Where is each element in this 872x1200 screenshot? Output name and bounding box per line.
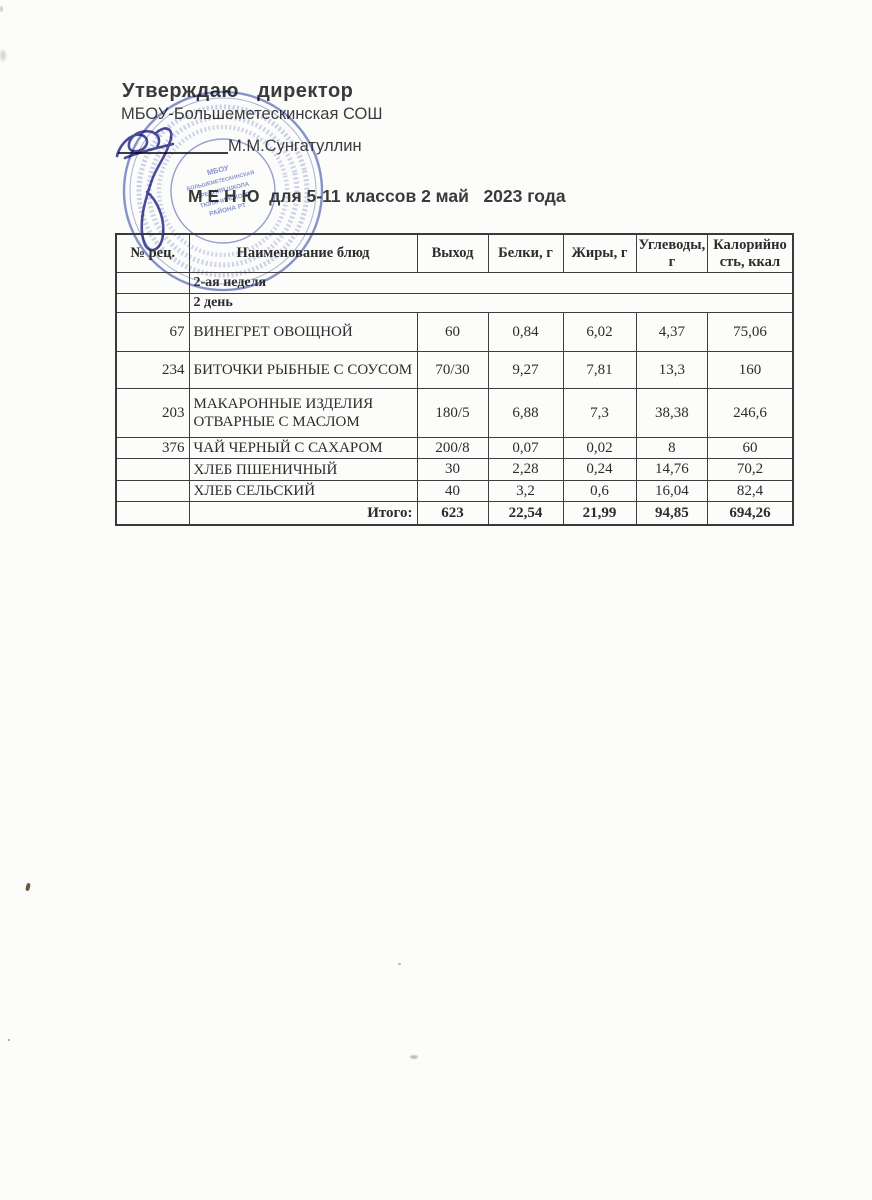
empty-cell [115, 501, 190, 526]
scan-speck [0, 6, 3, 12]
kcal-cell: 82,4 [707, 480, 794, 503]
menu-title: М Е Н Ю для 5-11 классов 2 май 2023 года [188, 186, 566, 206]
total-output-cell: 623 [416, 501, 489, 526]
table-row: 376 ЧАЙ ЧЕРНЫЙ С САХАРОМ 200/8 0,07 0,02… [115, 437, 794, 460]
fat-cell: 0,24 [562, 458, 637, 482]
protein-cell: 9,27 [487, 351, 564, 390]
total-kcal-cell: 694,26 [707, 501, 794, 526]
table-row: 234 БИТОЧКИ РЫБНЫЕ С СОУСОМ 70/30 9,27 7… [115, 351, 794, 390]
week-label: 2-ая неделя [188, 272, 794, 295]
recipe-no-cell: 67 [115, 312, 190, 353]
total-fat-cell: 21,99 [562, 501, 637, 526]
total-carbs-cell: 94,85 [635, 501, 709, 526]
director-signature [115, 127, 175, 252]
day-label: 2 день [188, 293, 794, 314]
col-header-kcal: Калорийно сть, ккал [707, 233, 794, 274]
output-cell: 60 [416, 312, 489, 353]
fat-cell: 0,6 [562, 480, 637, 503]
kcal-cell: 246,6 [707, 388, 794, 439]
empty-cell [115, 272, 190, 295]
school-stamp: МБОУ БОЛЬШЕМЕТЕСКИНСКАЯ СРЕДНЯЯ ШКОЛА ТЮ… [122, 90, 324, 292]
recipe-no-cell [115, 458, 190, 482]
protein-cell: 2,28 [487, 458, 564, 482]
recipe-no-cell: 234 [115, 351, 190, 390]
signature-strokes [115, 127, 175, 252]
table-row: ХЛЕБ СЕЛЬСКИЙ 40 3,2 0,6 16,04 82,4 [115, 480, 794, 503]
total-protein-cell: 22,54 [487, 501, 564, 526]
kcal-cell: 75,06 [707, 312, 794, 353]
recipe-no-cell [115, 480, 190, 503]
carbs-cell: 13,3 [635, 351, 709, 390]
col-header-protein: Белки, г [487, 233, 564, 274]
scan-speck [398, 963, 401, 965]
col-header-recipe-no: № рец. [115, 233, 190, 274]
dish-name-cell: ХЛЕБ СЕЛЬСКИЙ [188, 480, 418, 503]
kcal-cell: 70,2 [707, 458, 794, 482]
col-header-fat: Жиры, г [562, 233, 637, 274]
kcal-cell: 60 [707, 437, 794, 460]
col-header-output: Выход [416, 233, 489, 274]
scan-speck [410, 1055, 418, 1059]
carbs-cell: 16,04 [635, 480, 709, 503]
scan-speck [0, 50, 6, 61]
protein-cell: 0,07 [487, 437, 564, 460]
col-header-dish-name: Наименование блюд [188, 233, 418, 274]
table-row: 203 МАКАРОННЫЕ ИЗДЕЛИЯ ОТВАРНЫЕ С МАСЛОМ… [115, 388, 794, 439]
carbs-cell: 38,38 [635, 388, 709, 439]
total-row: Итого: 623 22,54 21,99 94,85 694,26 [115, 501, 794, 526]
total-label: Итого: [188, 501, 418, 526]
col-header-carbs: Углеводы, г [635, 233, 709, 274]
recipe-no-cell: 203 [115, 388, 190, 439]
fat-cell: 6,02 [562, 312, 637, 353]
output-cell: 30 [416, 458, 489, 482]
output-cell: 180/5 [416, 388, 489, 439]
dish-name-cell: МАКАРОННЫЕ ИЗДЕЛИЯ ОТВАРНЫЕ С МАСЛОМ [188, 388, 418, 439]
protein-cell: 0,84 [487, 312, 564, 353]
dish-name-cell: ХЛЕБ ПШЕНИЧНЫЙ [188, 458, 418, 482]
protein-cell: 6,88 [487, 388, 564, 439]
dish-name-cell: БИТОЧКИ РЫБНЫЕ С СОУСОМ [188, 351, 418, 390]
recipe-no-cell: 376 [115, 437, 190, 460]
school-name-line: МБОУ-Большеметескинская СОШ [121, 105, 383, 123]
empty-cell [115, 293, 190, 314]
kcal-cell: 160 [707, 351, 794, 390]
scan-speck [25, 882, 31, 892]
protein-cell: 3,2 [487, 480, 564, 503]
dish-name-cell: ЧАЙ ЧЕРНЫЙ С САХАРОМ [188, 437, 418, 460]
fat-cell: 0,02 [562, 437, 637, 460]
approval-line: Утверждаю директор [122, 80, 354, 102]
dish-name-cell: ВИНЕГРЕТ ОВОЩНОЙ [188, 312, 418, 353]
output-cell: 40 [416, 480, 489, 503]
fat-cell: 7,3 [562, 388, 637, 439]
carbs-cell: 8 [635, 437, 709, 460]
stamp-microtext-ring [156, 124, 290, 258]
menu-table: № рец. Наименование блюд Выход Белки, г … [115, 233, 794, 526]
fat-cell: 7,81 [562, 351, 637, 390]
week-section-row: 2-ая неделя [115, 272, 794, 295]
output-cell: 200/8 [416, 437, 489, 460]
table-row: 67 ВИНЕГРЕТ ОВОЩНОЙ 60 0,84 6,02 4,37 75… [115, 312, 794, 353]
carbs-cell: 14,76 [635, 458, 709, 482]
stamp-microtext-ring [136, 104, 310, 278]
output-cell: 70/30 [416, 351, 489, 390]
day-section-row: 2 день [115, 293, 794, 314]
carbs-cell: 4,37 [635, 312, 709, 353]
table-header-row: № рец. Наименование блюд Выход Белки, г … [115, 233, 794, 274]
scan-speck [8, 1039, 10, 1041]
table-row: ХЛЕБ ПШЕНИЧНЫЙ 30 2,28 0,24 14,76 70,2 [115, 458, 794, 482]
